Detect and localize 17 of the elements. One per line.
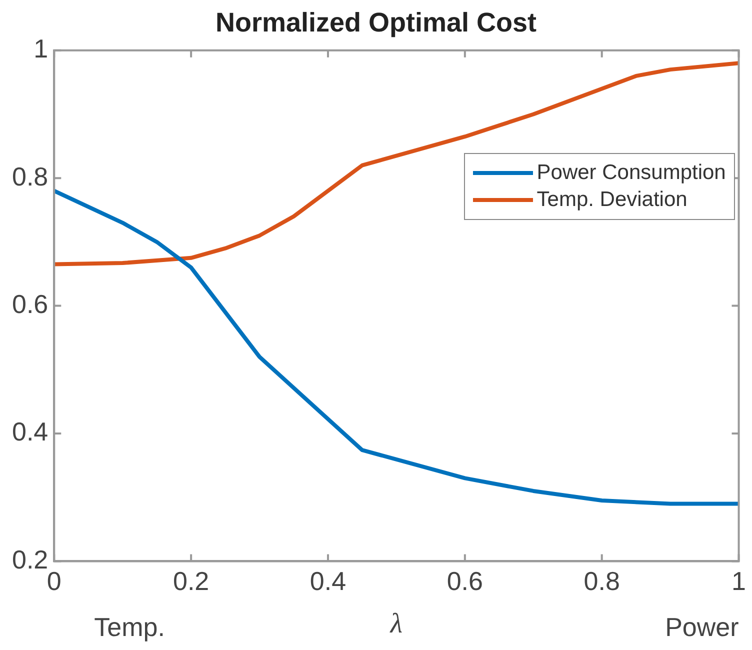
legend-label: Power Consumption — [536, 160, 726, 185]
x-tick-label: 0 — [46, 566, 62, 596]
chart-title: Normalized Optimal Cost — [215, 8, 537, 38]
y-tick-label: 0.6 — [12, 288, 48, 319]
x-tick-label: 0.8 — [584, 566, 620, 596]
text: Temp. — [94, 612, 165, 642]
x-tick-label: 0.4 — [310, 566, 346, 596]
legend-label: Temp. Deviation — [536, 188, 688, 212]
x-axis-title: λ — [389, 608, 403, 640]
y-tick-label: 1 — [34, 34, 48, 64]
x-tick-label: 0.2 — [172, 566, 210, 596]
x-tick-label: 0.6 — [446, 566, 483, 596]
y-tick-label: 0.8 — [12, 161, 48, 192]
y-tick-label: 0.4 — [12, 416, 48, 447]
text: Power — [665, 612, 740, 642]
y-tick-label: 0.2 — [12, 544, 48, 574]
x-tick-label: 1 — [732, 566, 746, 596]
